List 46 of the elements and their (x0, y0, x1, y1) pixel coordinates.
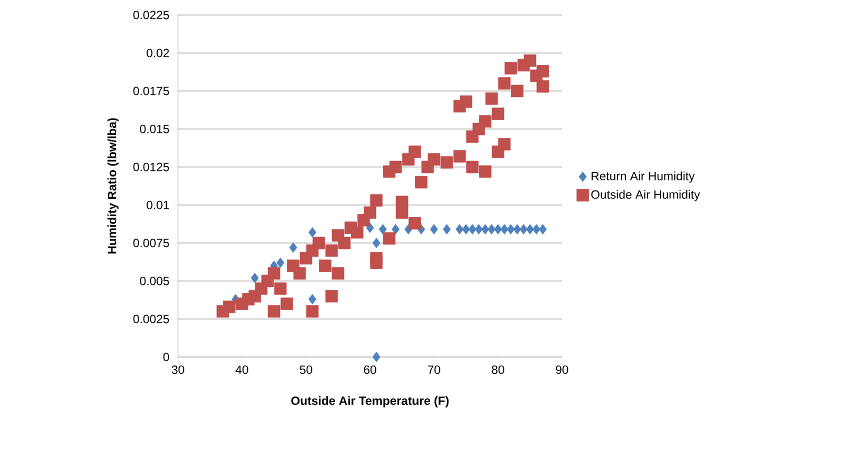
y-tick-label: 0.015 (140, 124, 170, 134)
point (474, 224, 483, 235)
y-tick-label: 0 (163, 352, 170, 362)
point (276, 258, 284, 268)
y-tick-label: 0.0225 (133, 10, 170, 20)
point (506, 224, 515, 235)
legend-label: Outside Air Humidity (591, 190, 700, 202)
x-tick-label: 70 (428, 365, 440, 374)
point (378, 224, 387, 235)
point (538, 224, 547, 235)
x-axis-title: Outside Air Temperature (F) (291, 396, 449, 408)
legend-label: Return Air Humidity (592, 172, 695, 183)
point (500, 224, 508, 235)
x-tick-label: 80 (492, 365, 504, 374)
point (462, 224, 470, 235)
x-tick-label: 30 (172, 365, 184, 374)
point (392, 224, 400, 235)
point (430, 224, 438, 235)
x-tick-label: 50 (300, 365, 312, 374)
point (250, 272, 259, 284)
point (456, 224, 464, 235)
point (289, 242, 298, 253)
point (308, 227, 316, 238)
x-tick-label: 90 (556, 365, 568, 374)
y-tick-label: 0.0175 (133, 86, 170, 96)
point (488, 224, 496, 235)
y-tick-label: 0.005 (140, 276, 170, 286)
x-tick-label: 40 (236, 365, 248, 374)
point (494, 224, 502, 235)
y-tick-label: 0.01 (146, 200, 169, 210)
point (372, 352, 380, 362)
x-tick-label: 60 (364, 365, 376, 374)
y-tick-label: 0.0075 (133, 238, 170, 248)
point (532, 224, 540, 235)
point (526, 224, 534, 235)
y-axis-title: Humidity Ratio (lbw/lba) (107, 118, 119, 254)
point (442, 224, 451, 235)
point (468, 224, 476, 235)
point (481, 224, 490, 235)
point (520, 224, 528, 235)
point (308, 294, 316, 304)
y-tick-label: 0.0025 (133, 314, 170, 324)
point (513, 224, 522, 235)
y-tick-label: 0.02 (146, 48, 169, 58)
point (372, 238, 380, 248)
y-tick-label: 0.0125 (133, 162, 170, 172)
